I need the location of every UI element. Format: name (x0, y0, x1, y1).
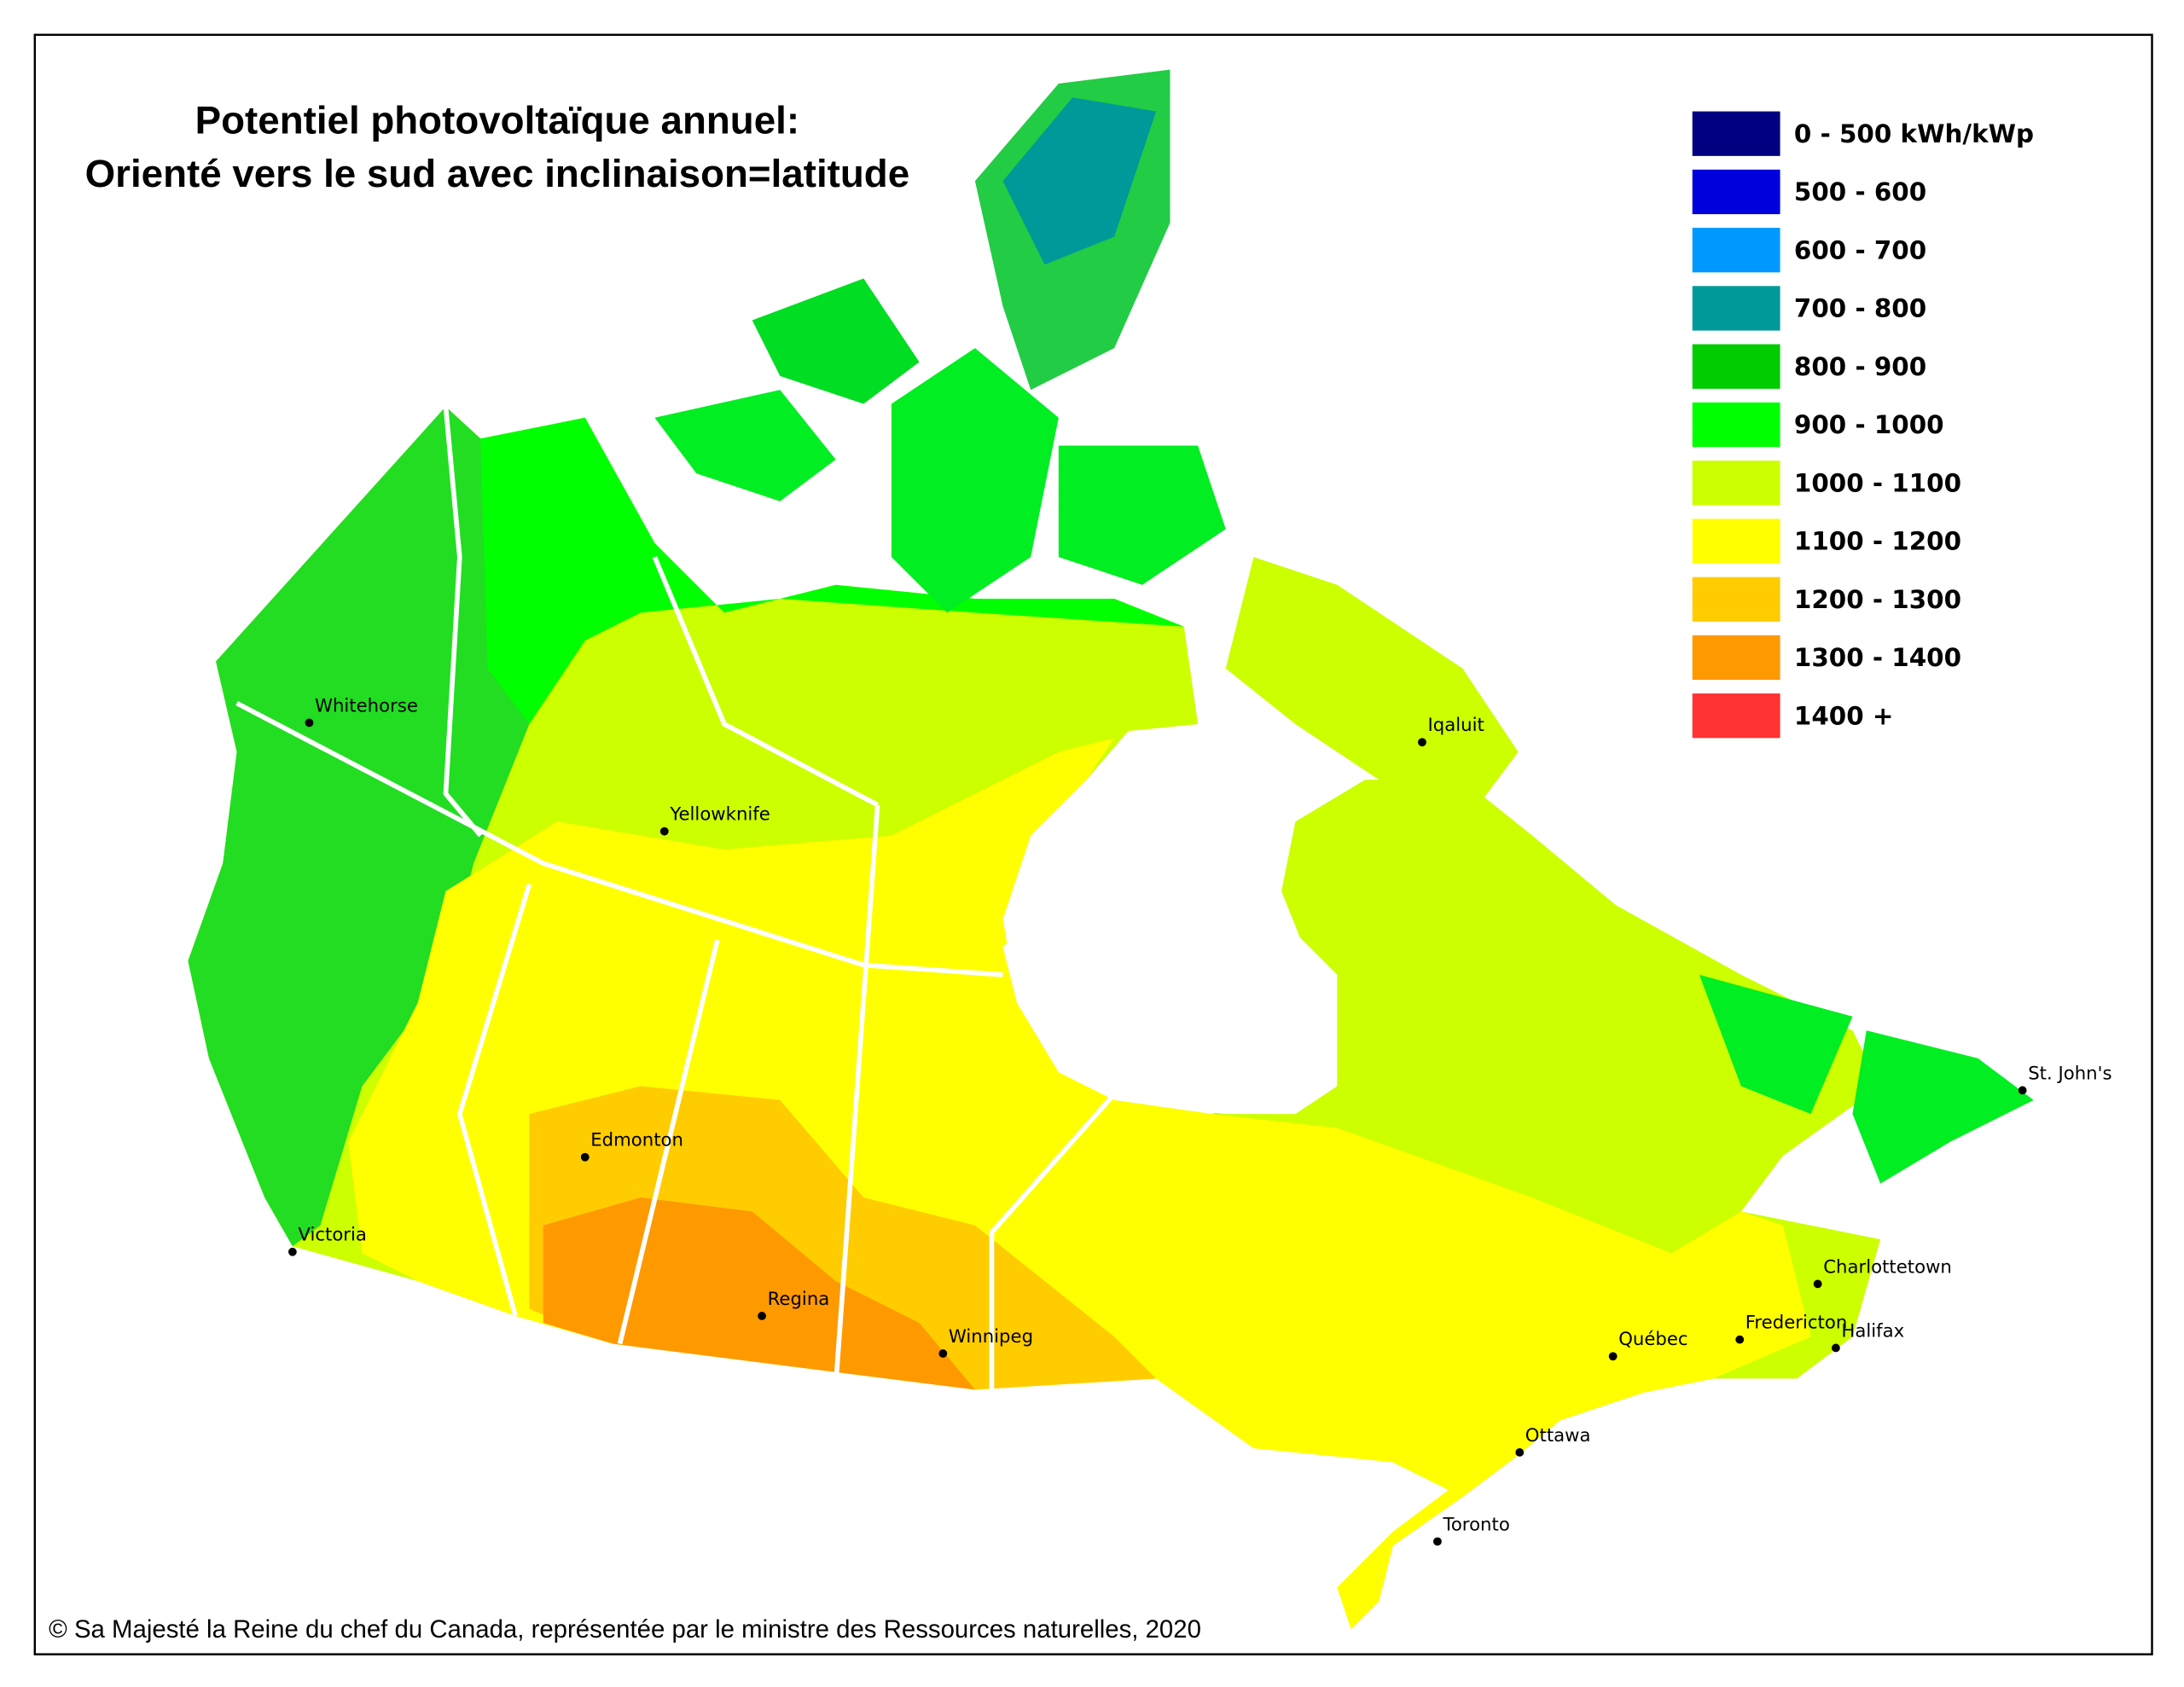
baffin-island (1225, 557, 1519, 808)
city-label: Ottawa (1525, 1425, 1591, 1446)
boundary (617, 939, 720, 1345)
legend-label: 1400 + (1794, 701, 1894, 730)
newfoundland (1852, 1030, 2034, 1184)
city-dot (659, 826, 669, 836)
city-dot (1608, 1352, 1618, 1361)
copyright: © Sa Majesté la Reine du chef du Canada,… (49, 1615, 1201, 1644)
island (1058, 445, 1226, 585)
canada-map (188, 69, 2034, 1630)
legend-swatch (1692, 344, 1780, 389)
city-dot (1515, 1448, 1525, 1457)
legend-label: 1000 - 1100 (1794, 468, 1961, 497)
city-dot (580, 1152, 590, 1162)
city-dot (305, 718, 314, 728)
legend-swatch (1692, 286, 1780, 331)
city-dot (1813, 1279, 1822, 1289)
legend-swatch (1692, 519, 1780, 564)
city-label: St. John's (2028, 1063, 2111, 1084)
title-line: Orienté vers le sud avec inclinaison=lat… (85, 152, 909, 195)
island (891, 348, 1059, 613)
legend-label: 500 - 600 (1794, 177, 1926, 206)
city-dot (1433, 1537, 1442, 1546)
city-label: Edmonton (590, 1130, 683, 1151)
peak-zone (543, 1197, 975, 1390)
boundary (235, 700, 1003, 977)
city-dot (288, 1247, 297, 1256)
boundary (443, 406, 483, 838)
legend-swatch (1692, 402, 1780, 448)
legend-swatch (1692, 111, 1780, 156)
ellesmere-highland (1002, 97, 1157, 265)
city-dot (1735, 1335, 1745, 1344)
island (752, 278, 920, 404)
legend-swatch (1692, 693, 1780, 739)
legend-label: 1100 - 1200 (1794, 527, 1961, 556)
legend-label: 700 - 800 (1794, 294, 1926, 323)
legend-swatch (1692, 169, 1780, 215)
city-dot (1832, 1343, 1840, 1353)
legend-swatch (1692, 228, 1780, 273)
legend-label: 0 - 500 kWh/kWp (1794, 119, 2034, 148)
legend-label: 900 - 1000 (1794, 410, 1944, 439)
boundary (989, 1084, 1124, 1390)
legend-label: 600 - 700 (1794, 235, 1926, 264)
city-label: Halifax (1841, 1320, 1904, 1342)
city-dot (2018, 1086, 2027, 1095)
city-label: Winnipeg (949, 1326, 1033, 1348)
legend-swatch (1692, 461, 1780, 506)
city-label: Québec (1618, 1329, 1687, 1350)
city-dot (938, 1349, 948, 1358)
city-label: Charlottetown (1823, 1256, 1952, 1278)
city-label: Iqaluit (1428, 715, 1484, 736)
legend-label: 800 - 900 (1794, 352, 1926, 381)
hudson-bay (1002, 835, 1338, 1115)
boundary (456, 883, 532, 1317)
city-dot (1418, 738, 1426, 747)
city-label: Whitehorse (315, 695, 418, 716)
city-label: Victoria (298, 1225, 367, 1246)
legend-label: 1300 - 1400 (1794, 643, 1961, 672)
legend-swatch (1692, 635, 1780, 681)
city-label: Yellowknife (669, 804, 770, 826)
city-label: Fredericton (1745, 1313, 1848, 1334)
city-label: Regina (768, 1289, 830, 1310)
map-group: Potentiel photovoltaïque annuel: Orienté… (33, 33, 2153, 1655)
city-label: Toronto (1442, 1514, 1509, 1535)
arctic-coast-zone (480, 417, 1184, 725)
legend-swatch (1692, 577, 1780, 622)
boundary (652, 555, 879, 808)
title-line: Potentiel photovoltaïque annuel: (195, 99, 799, 142)
boundary (833, 804, 880, 1386)
labrador-zone (1699, 974, 1853, 1115)
island (654, 390, 836, 501)
city-dot (758, 1312, 766, 1320)
legend-label: 1200 - 1300 (1794, 585, 1961, 614)
